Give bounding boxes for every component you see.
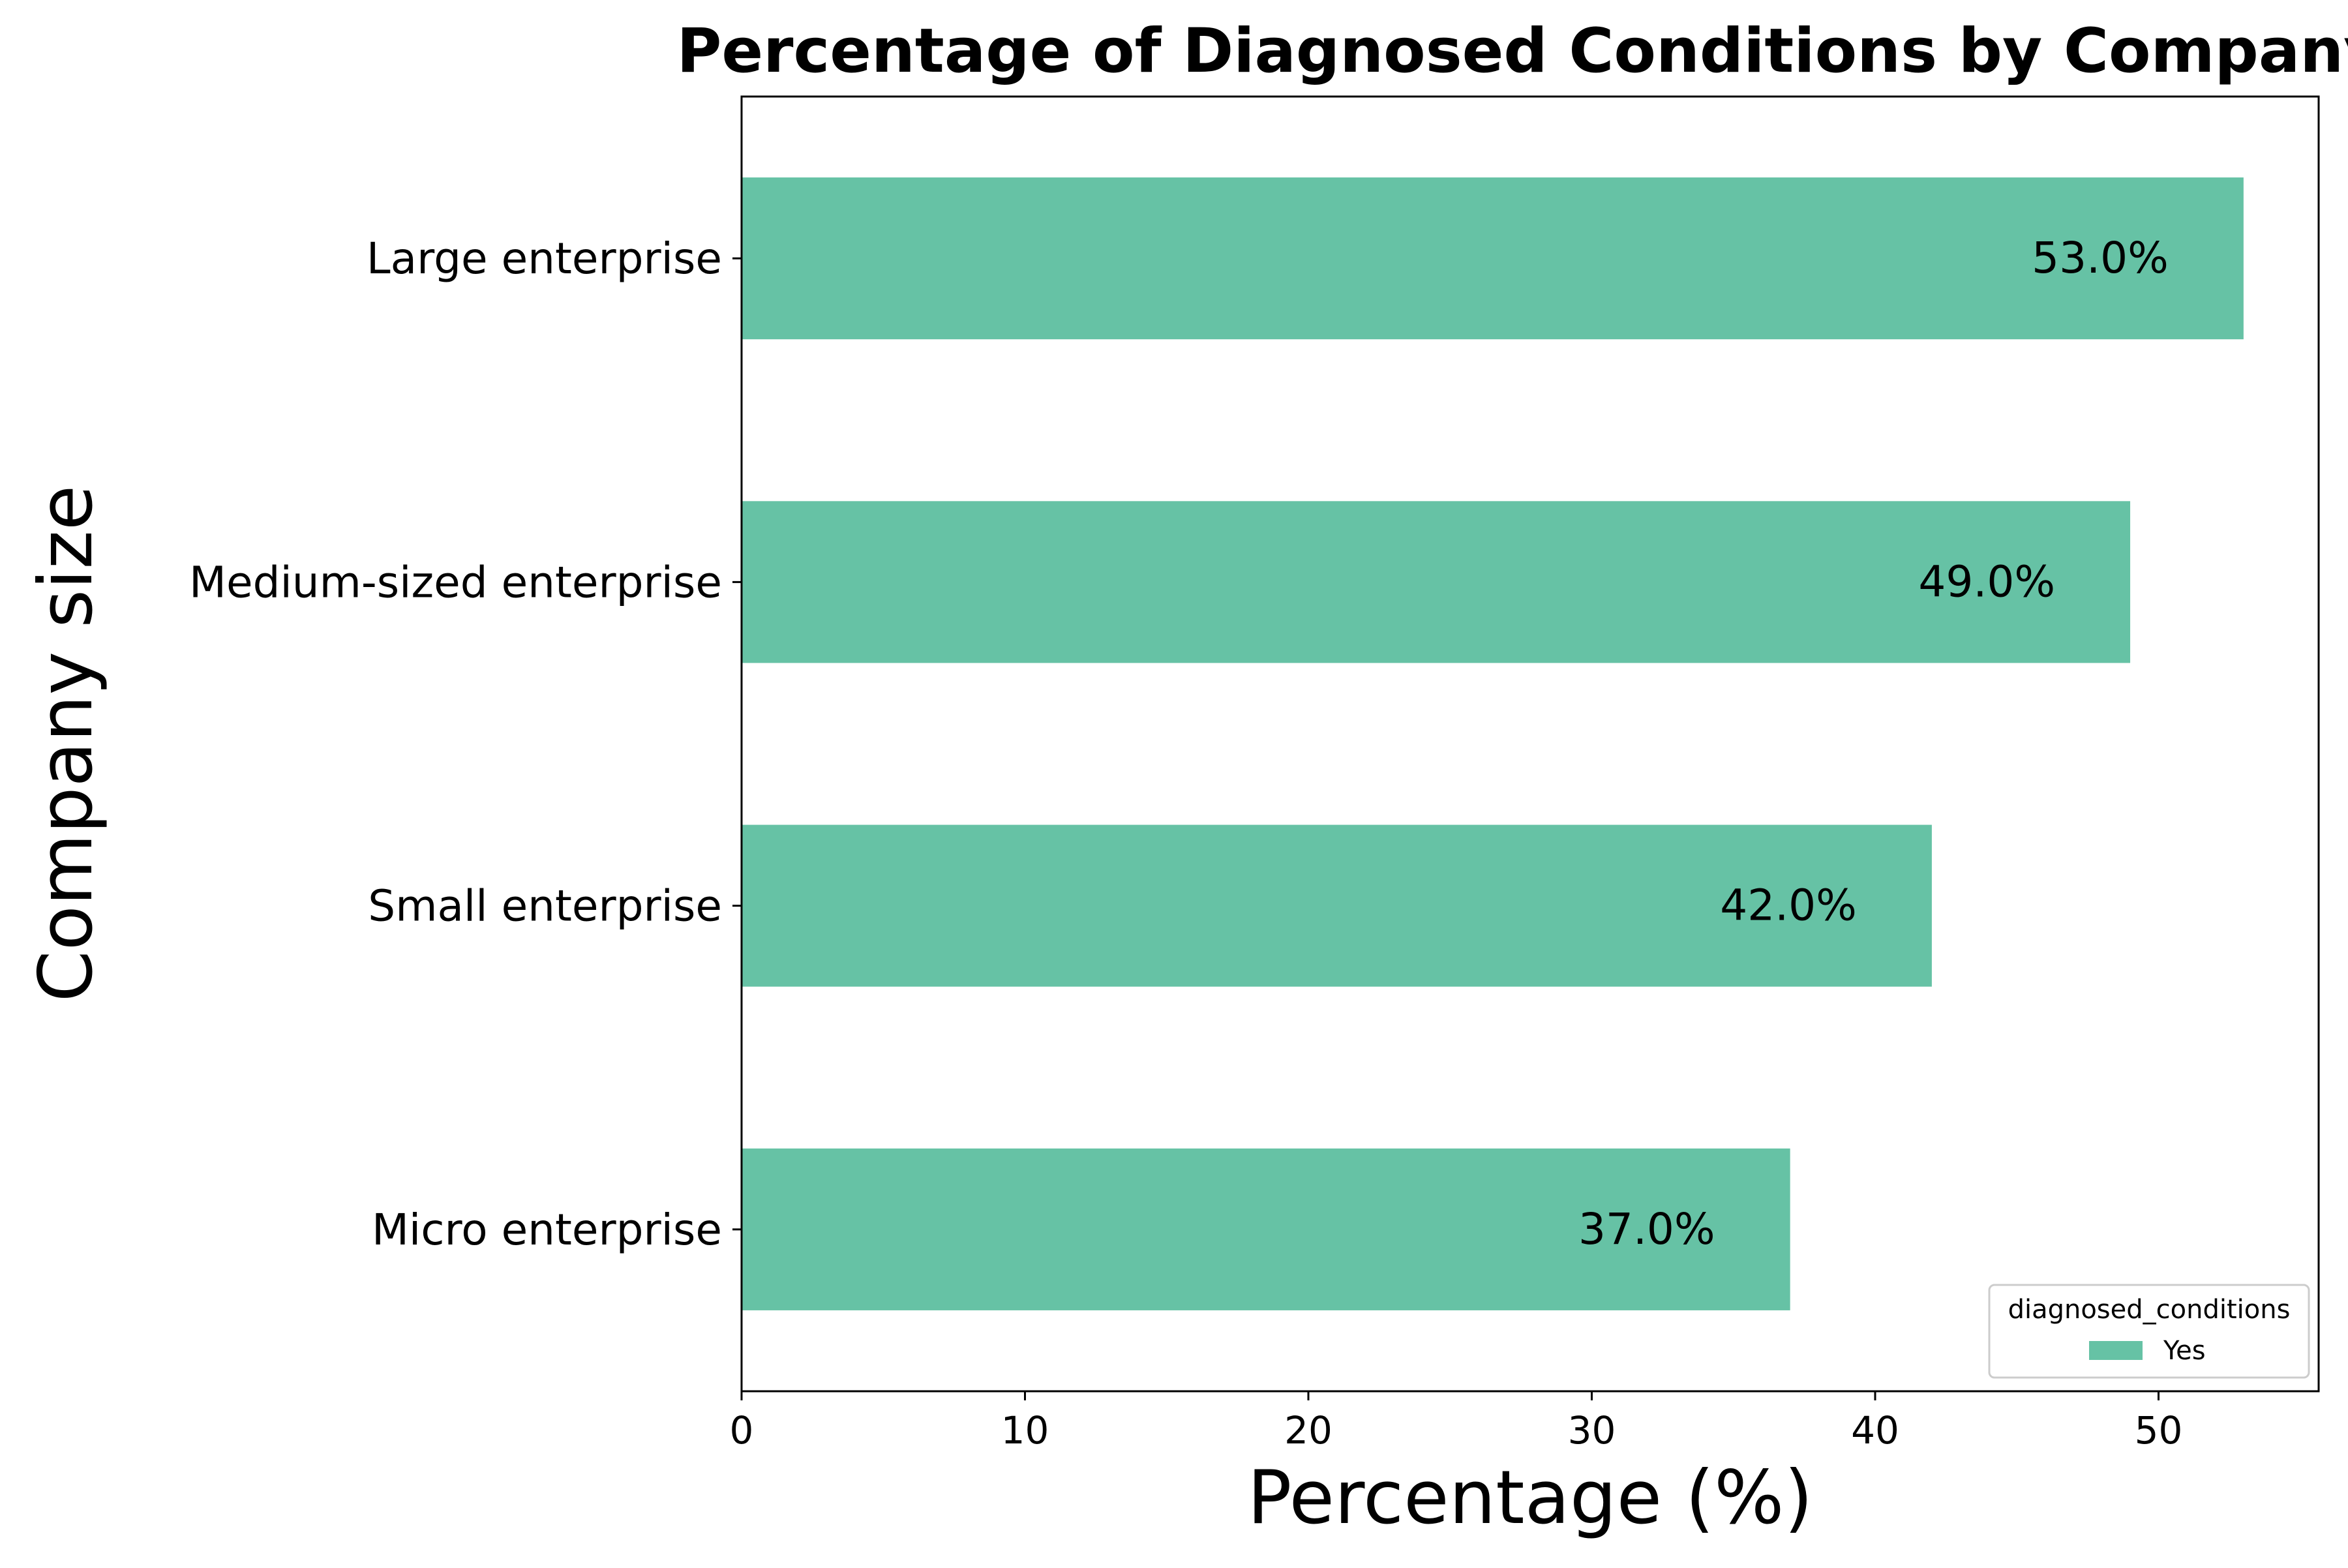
y-tick-label-large-enterprise: Large enterprise [367,234,722,284]
y-axis-ticks: Micro enterprise Small enterprise Medium-s… [189,234,742,1255]
data-labels-layer: 37.0% 42.0% 49.0% 53.0% [1578,233,2169,1254]
x-tick-label-20: 20 [1284,1408,1332,1453]
y-tick-label-small-enterprise: Small enterprise [368,881,722,931]
x-tick-label-40: 40 [1851,1408,1899,1453]
x-axis-ticks: 0 10 20 30 40 50 [730,1391,2183,1453]
legend-box [1988,1284,2310,1379]
x-tick-label-0: 0 [730,1408,754,1453]
data-label-medium-sized-enterprise: 49.0% [1918,556,2055,607]
data-label-micro-enterprise: 37.0% [1578,1204,1715,1254]
bar-micro-enterprise [742,1148,1790,1310]
legend-swatch-yes [2089,1341,2143,1360]
bar-medium-sized-enterprise [742,501,2131,663]
y-tick-label-micro-enterprise: Micro enterprise [372,1205,722,1255]
legend-entry-yes: Yes [2163,1336,2206,1366]
x-tick-label-30: 30 [1568,1408,1616,1453]
x-axis-label: Percentage (%) [1247,1455,1813,1541]
x-tick-label-10: 10 [1001,1408,1049,1453]
y-axis-label: Company size [23,485,109,1003]
data-label-large-enterprise: 53.0% [2032,233,2169,283]
data-label-small-enterprise: 42.0% [1720,881,1857,931]
plot-area-frame [740,95,2320,1393]
chart-title: Percentage of Diagnosed Conditions by Co… [677,16,2348,87]
legend-title: diagnosed_conditions [2008,1295,2291,1325]
y-tick-label-medium-sized-enterprise: Medium-sized enterprise [189,557,722,607]
legend: diagnosed_conditions Yes [1988,1284,2310,1379]
bars-layer [742,177,2244,1310]
x-tick-label-50: 50 [2135,1408,2183,1453]
bar-small-enterprise [742,824,1932,987]
bar-large-enterprise [742,177,2244,340]
